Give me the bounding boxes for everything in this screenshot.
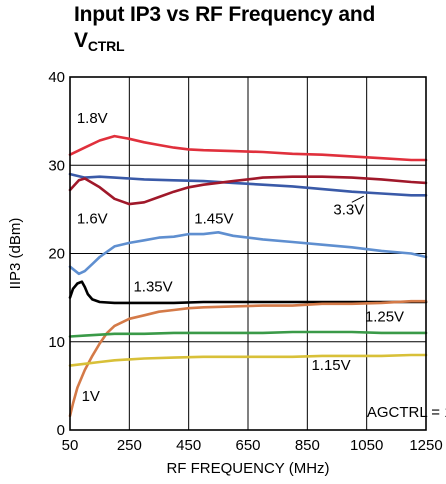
x-tick-label: 50	[62, 437, 79, 454]
series-label-1-6v: 1.6V	[77, 210, 108, 227]
series-line-1-6v	[68, 175, 428, 206]
x-tick-label: 850	[295, 437, 320, 454]
y-tick-label: 30	[48, 157, 65, 174]
agctrl-annotation: AGCTRL = 1	[367, 404, 446, 421]
plot-frame	[69, 76, 427, 431]
series-layer	[68, 134, 428, 418]
series-label-1v: 1V	[82, 388, 100, 405]
x-axis-label: RF FREQUENCY (MHz)	[166, 460, 329, 477]
tick-label-layer: 50 250 450 650 850 1050 1250 0 10 20 30 40	[48, 69, 442, 454]
chart-title-vctrl: V	[74, 29, 88, 52]
y-tick-label: 0	[57, 422, 65, 439]
chart-title: Input IP3 vs RF Frequency and VCTRL	[74, 2, 434, 54]
grid-layer	[70, 77, 426, 430]
y-tick-label: 20	[48, 246, 65, 263]
label-leader-3-3v	[351, 195, 364, 203]
x-tick-label: 450	[176, 437, 201, 454]
x-tick-label: 1250	[409, 437, 442, 454]
series-line-1v	[68, 353, 428, 367]
series-label-1-45v: 1.45V	[194, 210, 233, 227]
series-label-3-3v: 3.3V	[333, 202, 364, 219]
y-tick-label: 40	[48, 69, 65, 86]
chart-title-vctrl-subscript: CTRL	[87, 38, 125, 54]
series-label-1-15v: 1.15V	[311, 357, 350, 374]
y-axis-label: IIP3 (dBm)	[7, 218, 24, 290]
x-tick-label: 1050	[350, 437, 383, 454]
series-line-1-35v	[68, 280, 428, 305]
chart-title-main: Input IP3 vs RF Frequency and	[74, 3, 376, 26]
series-line-1-45v	[68, 231, 428, 276]
series-label-1-35v: 1.35V	[133, 278, 172, 295]
series-line-1-15v	[68, 330, 428, 338]
y-tick-label: 10	[48, 334, 65, 351]
x-tick-label: 650	[235, 437, 260, 454]
series-label-1-25v: 1.25V	[365, 308, 404, 325]
series-line-1-8v	[68, 134, 428, 162]
series-label-layer: 1.8V 1.6V 1.45V 3.3V 1.35V 1.25V 1.15V 1V	[77, 110, 404, 405]
series-label-1-8v: 1.8V	[77, 110, 108, 127]
x-tick-label: 250	[117, 437, 142, 454]
